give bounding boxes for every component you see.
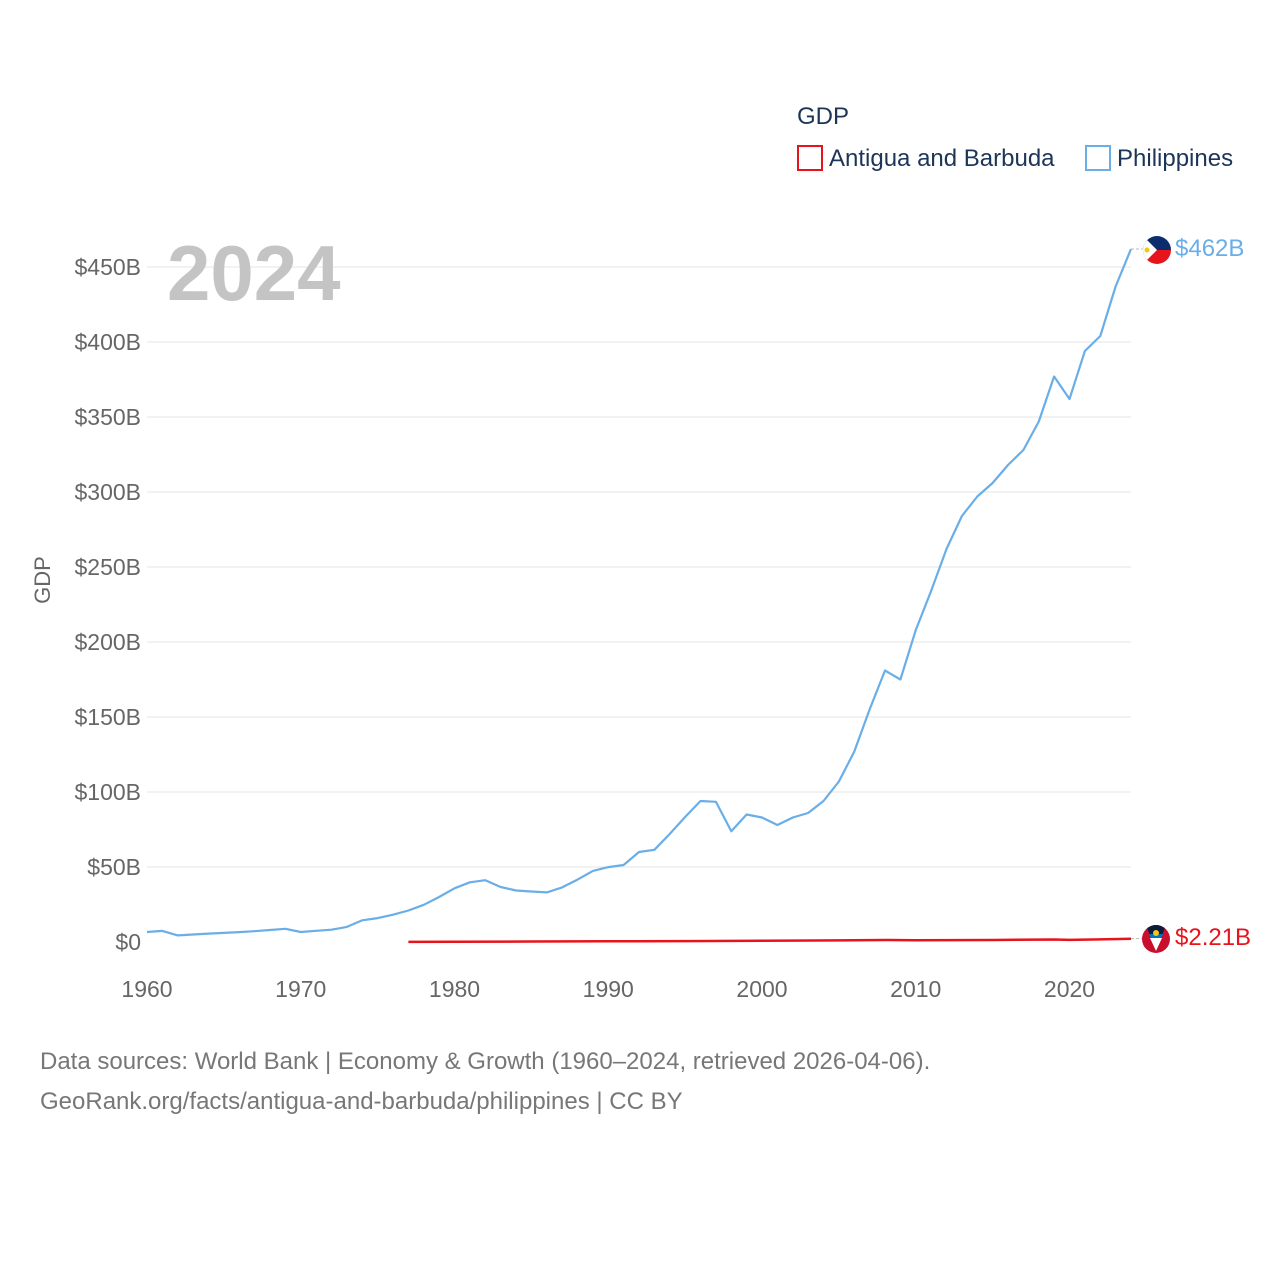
source-line-1: Data sources: World Bank | Economy & Gro…: [40, 1048, 931, 1075]
gridlines: [147, 266, 1131, 868]
y-tick-label: $0: [115, 929, 141, 955]
end-label-antigua: $2.21B: [1175, 924, 1251, 951]
x-tick-label: 1960: [121, 976, 172, 1002]
data-source-note: Data sources: World Bank | Economy & Gro…: [40, 1042, 930, 1122]
legend-swatch-philippines: [1085, 145, 1111, 171]
x-tick-label: 2020: [1044, 976, 1095, 1002]
source-line-2[interactable]: GeoRank.org/facts/antigua-and-barbuda/ph…: [40, 1088, 683, 1115]
y-tick-label: $350B: [74, 404, 141, 430]
y-tick-label: $200B: [74, 629, 141, 655]
y-tick-label: $300B: [74, 479, 141, 505]
y-axis-title: GDP: [30, 556, 55, 604]
y-tick-label: $50B: [87, 854, 141, 880]
gdp-chart: $0 $50B $100B $150B $200B $250B $300B $350B $400…: [30, 103, 1251, 1002]
legend-title: GDP: [797, 103, 849, 130]
year-watermark: 2024: [167, 229, 341, 317]
legend-label-antigua: Antigua and Barbuda: [829, 145, 1055, 172]
y-tick-label: $450B: [74, 254, 141, 280]
series-lines: [146, 248, 1143, 944]
end-label-philippines: $462B: [1175, 235, 1244, 262]
x-tick-label: 1970: [275, 976, 326, 1002]
x-tick-label: 2010: [890, 976, 941, 1002]
x-tick-label: 2000: [736, 976, 787, 1002]
antigua-and-barbuda-flag-icon: [1142, 925, 1170, 953]
y-axis-ticks: $0 $50B $100B $150B $200B $250B $300B $350B $400…: [74, 254, 141, 955]
y-tick-label: $400B: [74, 329, 141, 355]
legend-swatch-antigua: [797, 145, 823, 171]
y-tick-label: $100B: [74, 779, 141, 805]
x-axis-ticks: 1960 1970 1980 1990 2000 2010 2020: [121, 976, 1095, 1002]
legend-item-philippines[interactable]: Philippines: [1085, 145, 1233, 172]
y-tick-label: $250B: [74, 554, 141, 580]
x-tick-label: 1990: [583, 976, 634, 1002]
series-line-philippines[interactable]: [146, 248, 1133, 937]
y-tick-label: $150B: [74, 704, 141, 730]
philippines-flag-icon: [1143, 236, 1171, 264]
legend-item-antigua[interactable]: Antigua and Barbuda: [797, 145, 1055, 172]
legend-label-philippines: Philippines: [1117, 145, 1233, 172]
series-line-antigua[interactable]: [408, 937, 1132, 944]
x-tick-label: 1980: [429, 976, 480, 1002]
